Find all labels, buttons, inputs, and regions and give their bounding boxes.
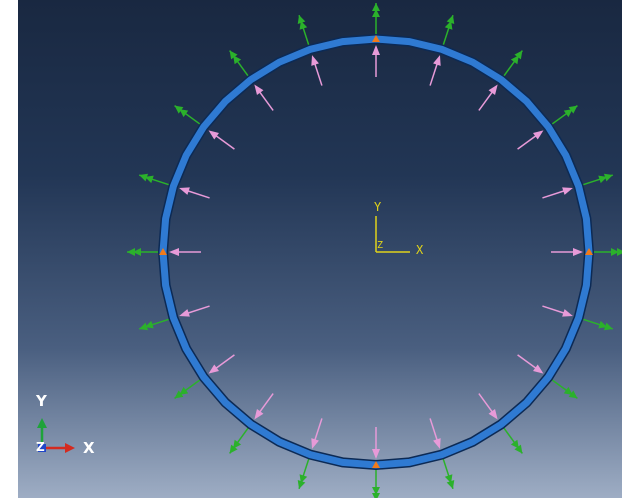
pressure-arrow xyxy=(258,90,274,111)
bc-arrowhead xyxy=(598,320,608,329)
pressure-arrowhead xyxy=(311,55,319,66)
pressure-arrowhead xyxy=(372,449,380,459)
pressure-load-arrows xyxy=(169,45,583,459)
node-marker xyxy=(585,248,593,255)
pressure-arrowhead xyxy=(488,84,498,95)
pressure-arrowhead xyxy=(179,309,190,317)
bc-arrowhead xyxy=(444,474,453,484)
bc-arrowhead xyxy=(603,173,613,182)
model-canvas[interactable] xyxy=(18,0,622,498)
csys-y-label: Y xyxy=(374,200,382,214)
triad-x-label: X xyxy=(83,439,95,457)
boundary-condition-arrows xyxy=(127,3,622,498)
bc-arrowhead xyxy=(179,109,189,118)
bc-arrowhead xyxy=(127,248,135,256)
bc-arrowhead xyxy=(299,20,308,30)
bc-arrowhead xyxy=(133,248,141,256)
window-edge xyxy=(622,0,638,498)
bc-arrowhead xyxy=(139,173,149,182)
local-coordinate-system xyxy=(375,216,410,253)
pressure-arrowhead xyxy=(562,309,573,317)
node-marker xyxy=(372,461,380,468)
pressure-arrow xyxy=(542,305,566,315)
pressure-arrow xyxy=(313,62,323,86)
bc-arrowhead xyxy=(603,322,613,331)
pressure-arrowhead xyxy=(208,364,219,374)
triad-z-label: Z xyxy=(36,440,45,454)
pressure-arrowhead xyxy=(533,364,544,374)
bc-arrowhead xyxy=(372,493,380,498)
pressure-arrow xyxy=(429,62,439,86)
pressure-arrow xyxy=(429,418,439,442)
bc-arrowhead xyxy=(233,55,242,65)
pressure-arrow xyxy=(478,393,494,414)
triad-x-arrowhead xyxy=(65,443,75,453)
bc-arrowhead xyxy=(568,390,578,399)
bc-arrowhead xyxy=(179,386,189,395)
bc-arrowhead xyxy=(372,487,380,495)
node-markers xyxy=(159,35,593,468)
pressure-arrowhead xyxy=(254,409,264,420)
model-viewport[interactable]: Y X Z Y X Z xyxy=(18,0,622,498)
pressure-arrow xyxy=(478,90,494,111)
bc-arrowhead xyxy=(299,474,308,484)
bc-arrowhead xyxy=(617,248,622,256)
pressure-arrow xyxy=(542,189,566,199)
csys-x-label: X xyxy=(416,243,424,257)
bc-arrowhead xyxy=(598,175,608,184)
pressure-arrow xyxy=(186,189,210,199)
pressure-arrowhead xyxy=(311,438,319,449)
pressure-arrowhead xyxy=(433,55,441,66)
bc-arrowhead xyxy=(372,9,380,17)
bc-arrowhead xyxy=(229,444,238,454)
pressure-arrow xyxy=(214,134,235,150)
pressure-arrow xyxy=(186,305,210,315)
bc-arrowhead xyxy=(144,175,154,184)
bc-arrowhead xyxy=(446,479,455,489)
bc-arrowhead xyxy=(372,3,380,11)
bc-arrowhead xyxy=(297,479,306,489)
pressure-arrowhead xyxy=(208,130,219,140)
pressure-arrowhead xyxy=(562,187,573,195)
csys-z-label: Z xyxy=(377,240,384,251)
bc-arrowhead xyxy=(229,50,238,60)
bc-arrowhead xyxy=(174,105,184,114)
pressure-arrowhead xyxy=(179,187,190,195)
bc-arrowhead xyxy=(174,390,184,399)
pressure-arrowhead xyxy=(433,438,441,449)
pressure-arrowhead xyxy=(488,409,498,420)
bc-arrowhead xyxy=(233,439,242,449)
bc-arrowhead xyxy=(444,20,453,30)
bc-arrowhead xyxy=(563,386,573,395)
node-marker xyxy=(159,248,167,255)
pressure-arrowhead xyxy=(533,130,544,140)
pressure-arrowhead xyxy=(254,84,264,95)
bc-arrowhead xyxy=(510,55,519,65)
bc-arrowhead xyxy=(510,439,519,449)
bc-arrowhead xyxy=(139,322,149,331)
bc-arrowhead xyxy=(297,15,306,25)
node-marker xyxy=(372,35,380,42)
bc-arrowhead xyxy=(568,105,578,114)
bc-arrowhead xyxy=(611,248,619,256)
bc-arrowhead xyxy=(514,444,523,454)
bc-arrowhead xyxy=(514,50,523,60)
triad-y-arrowhead xyxy=(37,418,47,428)
pressure-arrowhead xyxy=(372,45,380,55)
pressure-arrowhead xyxy=(169,248,179,256)
view-triad xyxy=(37,418,75,453)
triad-z-axis xyxy=(38,444,46,452)
triad-y-label: Y xyxy=(36,392,47,410)
bc-arrowhead xyxy=(446,15,455,25)
bc-arrowhead xyxy=(563,109,573,118)
pressure-arrow xyxy=(214,354,235,370)
pressure-arrow xyxy=(313,418,323,442)
pressure-arrowhead xyxy=(573,248,583,256)
pressure-arrow xyxy=(517,354,538,370)
bc-arrowhead xyxy=(144,320,154,329)
pressure-arrow xyxy=(517,134,538,150)
pressure-arrow xyxy=(258,393,274,414)
